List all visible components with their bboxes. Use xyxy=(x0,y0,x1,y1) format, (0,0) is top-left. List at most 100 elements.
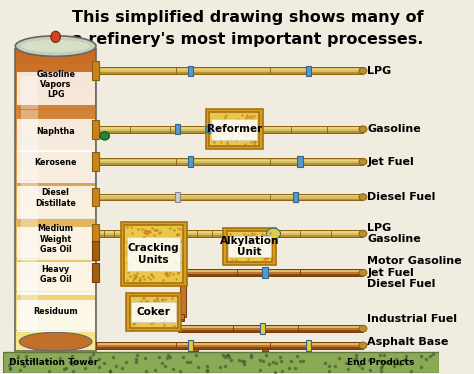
Point xyxy=(127,267,135,273)
Point xyxy=(174,226,182,232)
Bar xyxy=(92,188,100,206)
Point xyxy=(249,239,256,245)
Point xyxy=(131,275,138,281)
Point xyxy=(223,139,230,145)
Bar xyxy=(15,191,96,200)
Point xyxy=(123,248,131,254)
Point xyxy=(162,243,170,249)
Bar xyxy=(15,169,96,177)
Bar xyxy=(263,127,361,129)
Point xyxy=(216,364,224,370)
Point xyxy=(209,137,216,143)
Point xyxy=(152,255,160,261)
Point xyxy=(245,246,252,252)
Bar xyxy=(180,234,186,283)
Ellipse shape xyxy=(359,67,367,74)
Point xyxy=(156,264,164,270)
Bar xyxy=(15,282,96,291)
Bar xyxy=(15,49,96,351)
Point xyxy=(60,366,67,372)
Point xyxy=(350,357,358,363)
Point xyxy=(138,244,146,250)
Text: End Products: End Products xyxy=(346,358,414,367)
Bar xyxy=(15,320,96,328)
Point xyxy=(243,112,250,118)
Point xyxy=(228,127,236,133)
Point xyxy=(154,301,161,307)
Point xyxy=(145,256,152,262)
Point xyxy=(213,125,221,131)
Text: Residuum: Residuum xyxy=(33,307,78,316)
Point xyxy=(149,319,157,325)
Point xyxy=(262,255,269,261)
Point xyxy=(20,363,27,369)
Point xyxy=(175,248,182,254)
Point xyxy=(144,245,152,251)
Bar xyxy=(260,324,265,334)
Point xyxy=(165,272,173,278)
Point xyxy=(220,116,228,122)
Point xyxy=(138,239,146,245)
Point xyxy=(132,303,140,309)
Point xyxy=(159,304,166,310)
Point xyxy=(166,306,174,312)
Point xyxy=(141,261,149,267)
Point xyxy=(237,243,244,249)
Bar xyxy=(15,267,96,276)
Bar xyxy=(98,195,361,196)
Point xyxy=(228,132,236,138)
Point xyxy=(226,355,233,361)
Point xyxy=(141,254,149,260)
Ellipse shape xyxy=(19,332,92,351)
Point xyxy=(157,242,164,248)
Bar xyxy=(121,222,186,286)
Bar xyxy=(15,237,96,245)
Bar xyxy=(180,273,186,318)
Point xyxy=(147,271,155,277)
Point xyxy=(266,246,274,252)
Point xyxy=(126,273,134,279)
Point xyxy=(148,225,155,231)
Point xyxy=(148,272,156,278)
Point xyxy=(254,250,261,256)
Point xyxy=(247,139,255,145)
Bar xyxy=(178,330,363,332)
Point xyxy=(256,367,264,373)
Point xyxy=(144,252,151,258)
Point xyxy=(161,296,169,302)
Point xyxy=(134,317,141,323)
Text: This simplified drawing shows many of: This simplified drawing shows many of xyxy=(72,10,423,25)
Point xyxy=(266,230,273,236)
Point xyxy=(168,247,176,253)
Point xyxy=(163,270,171,276)
Point xyxy=(137,298,144,304)
Point xyxy=(171,257,179,263)
Text: Industrial Fuel: Industrial Fuel xyxy=(367,314,457,324)
Bar xyxy=(15,78,96,87)
Point xyxy=(173,232,181,238)
Point xyxy=(174,248,182,254)
Bar xyxy=(92,241,100,260)
Point xyxy=(238,249,246,255)
Bar xyxy=(96,131,210,133)
Point xyxy=(258,244,265,250)
Point xyxy=(392,356,400,362)
Point xyxy=(153,296,161,302)
Point xyxy=(106,368,114,374)
Point xyxy=(211,133,219,139)
Point xyxy=(240,361,248,367)
Point xyxy=(225,123,233,129)
Point xyxy=(17,367,24,373)
Point xyxy=(221,363,228,369)
Ellipse shape xyxy=(359,158,367,165)
Point xyxy=(146,314,154,320)
Bar xyxy=(15,146,96,155)
Point xyxy=(176,368,183,374)
Point xyxy=(238,358,246,364)
Point xyxy=(418,364,425,370)
Point xyxy=(150,247,157,253)
Point xyxy=(137,241,144,247)
Point xyxy=(137,249,145,255)
Bar xyxy=(96,72,363,74)
Point xyxy=(159,277,166,283)
